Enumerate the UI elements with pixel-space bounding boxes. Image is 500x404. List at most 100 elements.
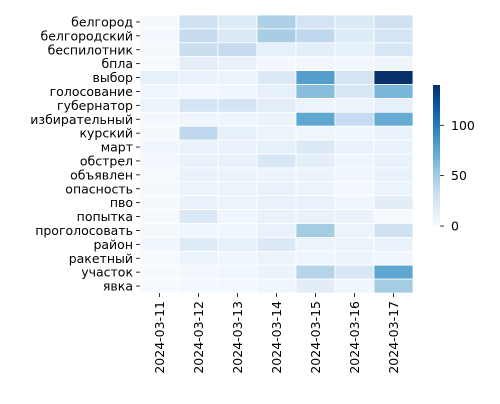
heatmap-cell — [373, 278, 414, 294]
heatmap-cell — [178, 250, 219, 266]
heatmap-cell — [139, 236, 180, 252]
heatmap-cell — [334, 56, 375, 72]
heatmap-cell — [217, 139, 258, 155]
x-tick-label: 2024-03-13 — [230, 301, 245, 374]
x-tick-label: 2024-03-15 — [308, 301, 323, 374]
heatmap-cell — [139, 167, 180, 183]
heatmap-cell — [217, 14, 258, 30]
y-tick-label: беспилотник — [48, 42, 134, 57]
heatmap-cell — [295, 195, 336, 210]
heatmap-cell — [295, 56, 336, 72]
x-tick-label: 2024-03-16 — [347, 301, 362, 374]
heatmap-cell — [256, 264, 297, 280]
colorbar-tick-label: 100 — [451, 118, 475, 133]
heatmap-cell — [373, 195, 414, 210]
heatmap-cell — [256, 236, 297, 252]
heatmap-cell — [373, 250, 414, 266]
heatmap-cell — [334, 223, 375, 238]
heatmap-cell — [139, 139, 180, 155]
heatmap-cell — [373, 139, 414, 155]
heatmap-cell — [256, 98, 297, 113]
colorbar: 0 50 100 — [433, 85, 475, 234]
y-tick-label: проголосовать — [35, 223, 133, 238]
heatmap-cell — [139, 84, 180, 99]
heatmap-cell — [334, 70, 375, 85]
heatmap-cell — [334, 236, 375, 252]
heatmap-cell — [256, 14, 297, 30]
heatmap-cell — [178, 209, 219, 224]
heatmap-cell — [373, 167, 414, 183]
heatmap-cell — [295, 42, 336, 58]
heatmap-cell — [217, 209, 258, 224]
heatmap-cell — [256, 153, 297, 169]
y-tick-label: избирательный — [30, 112, 133, 127]
heatmap-cell — [295, 125, 336, 141]
heatmap-cell — [295, 153, 336, 169]
heatmap-cell — [256, 28, 297, 44]
heatmap-cell — [373, 98, 414, 113]
y-tick-label: голосование — [50, 84, 134, 99]
heatmap-cell — [334, 264, 375, 280]
heatmap-cell — [373, 153, 414, 169]
heatmap-cell — [295, 14, 336, 30]
x-tick-label: 2024-03-14 — [269, 301, 284, 374]
y-tick-label: курский — [79, 126, 133, 141]
heatmap-cell — [295, 98, 336, 113]
heatmap-cell — [139, 264, 180, 280]
heatmap-cell — [256, 139, 297, 155]
heatmap-cell — [178, 181, 219, 197]
heatmap-cell — [373, 125, 414, 141]
heatmap-cell — [139, 223, 180, 238]
heatmap-cell — [373, 264, 414, 280]
heatmap-cell — [256, 111, 297, 127]
heatmap-cell — [256, 167, 297, 183]
heatmap-cell — [295, 84, 336, 99]
heatmap-cell — [334, 125, 375, 141]
heatmap-cell — [217, 56, 258, 72]
heatmap-cell — [139, 195, 180, 210]
heatmap-cell — [256, 181, 297, 197]
heatmap-cell — [217, 125, 258, 141]
heatmap-cell — [373, 223, 414, 238]
heatmap-cell — [295, 28, 336, 44]
heatmap-cell — [256, 56, 297, 72]
heatmap-cell — [178, 14, 219, 30]
heatmap-cell — [334, 195, 375, 210]
heatmap-cell — [295, 181, 336, 197]
heatmap-cell — [217, 153, 258, 169]
heatmap-cell — [373, 209, 414, 224]
x-tick-label: 2024-03-11 — [152, 301, 167, 374]
heatmap-cell — [334, 278, 375, 294]
heatmap-cell — [295, 264, 336, 280]
heatmap-cell — [178, 264, 219, 280]
heatmap-cell — [178, 28, 219, 44]
heatmap-cell — [139, 56, 180, 72]
heatmap-cell — [295, 111, 336, 127]
heatmap-cell — [139, 42, 180, 58]
y-tick-label: бпла — [101, 56, 133, 71]
y-tick-label: явка — [103, 279, 133, 294]
heatmap-cell — [295, 278, 336, 294]
y-tick-label: участок — [81, 265, 133, 280]
heatmap-cell — [373, 28, 414, 44]
heatmap-cell — [334, 111, 375, 127]
heatmap-cell — [373, 70, 414, 85]
heatmap-cell — [178, 42, 219, 58]
heatmap-cell — [295, 223, 336, 238]
heatmap-cell — [256, 70, 297, 85]
heatmap-cell — [334, 167, 375, 183]
heatmap-cell — [217, 167, 258, 183]
heatmap-cell — [334, 250, 375, 266]
heatmap-cell — [217, 111, 258, 127]
heatmap-cell — [217, 42, 258, 58]
y-tick-label: обстрел — [80, 153, 133, 168]
heatmap-cell — [217, 28, 258, 44]
heatmap-cell — [139, 181, 180, 197]
heatmap-cell — [178, 111, 219, 127]
heatmap-cell — [178, 167, 219, 183]
heatmap-cell — [334, 14, 375, 30]
y-tick-label: март — [101, 140, 133, 155]
heatmap-cell — [373, 56, 414, 72]
